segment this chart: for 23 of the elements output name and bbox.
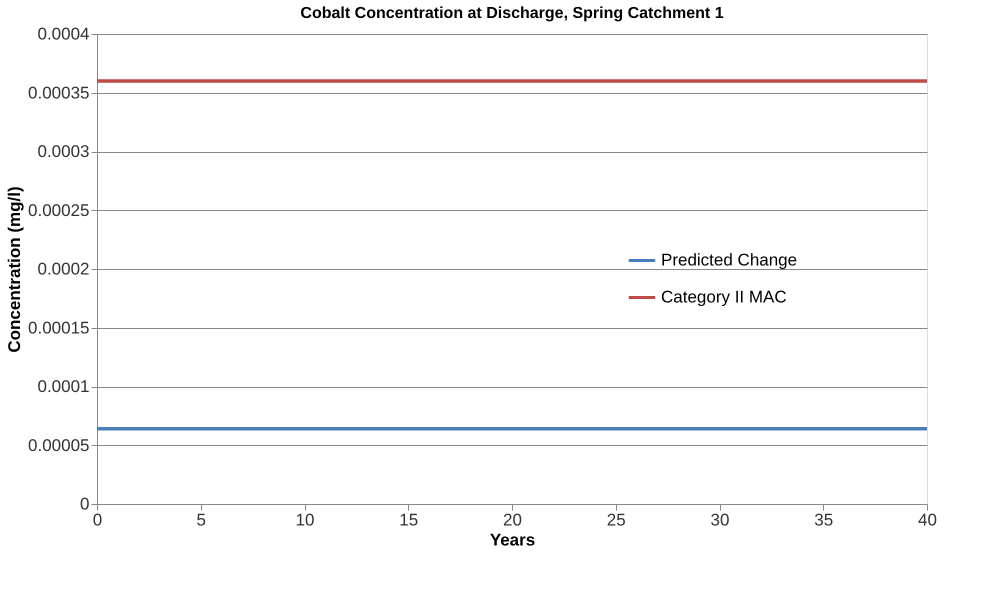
x-tick-label: 15 — [399, 510, 418, 530]
legend-label: Category II MAC — [661, 288, 787, 306]
x-tick-label: 5 — [196, 510, 206, 530]
y-tick-label: 0 — [80, 494, 90, 514]
x-tick-label: 0 — [92, 510, 102, 530]
y-tick-label: 0.00015 — [28, 318, 90, 338]
chart-title: Cobalt Concentration at Discharge, Spring Catchment 1 — [300, 5, 724, 22]
y-tick-label: 0.0002 — [38, 260, 90, 278]
x-tick-label: 10 — [296, 510, 314, 530]
y-tick-label: 0.0001 — [38, 377, 90, 396]
y-tick-label: 0.00035 — [28, 83, 90, 102]
x-tick-label: 40 — [918, 510, 937, 530]
y-axis-title: Concentration (mg/l) — [5, 186, 24, 353]
legend-label: Predicted Change — [661, 250, 798, 270]
x-tick-label: 35 — [814, 510, 834, 530]
y-tick-label: 0.00025 — [28, 200, 90, 220]
x-tick-label: 20 — [503, 510, 522, 530]
y-tick-label: 0.0003 — [38, 142, 90, 161]
y-tick-label: 0.0004 — [38, 24, 90, 44]
x-axis-title: Years — [490, 530, 536, 550]
y-tick-label: 0.00005 — [28, 436, 90, 455]
x-tick-label: 25 — [606, 510, 626, 530]
x-tick-label: 30 — [710, 510, 730, 530]
